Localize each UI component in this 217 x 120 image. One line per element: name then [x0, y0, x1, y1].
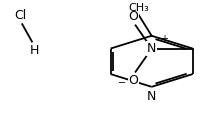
Text: O: O	[128, 10, 138, 23]
Text: Cl: Cl	[14, 9, 26, 22]
Text: O: O	[128, 74, 138, 87]
Text: H: H	[30, 44, 39, 57]
Text: +: +	[160, 34, 168, 44]
Text: −: −	[117, 78, 126, 88]
Text: N: N	[147, 42, 156, 55]
Text: CH₃: CH₃	[128, 3, 149, 13]
Text: N: N	[147, 90, 156, 103]
